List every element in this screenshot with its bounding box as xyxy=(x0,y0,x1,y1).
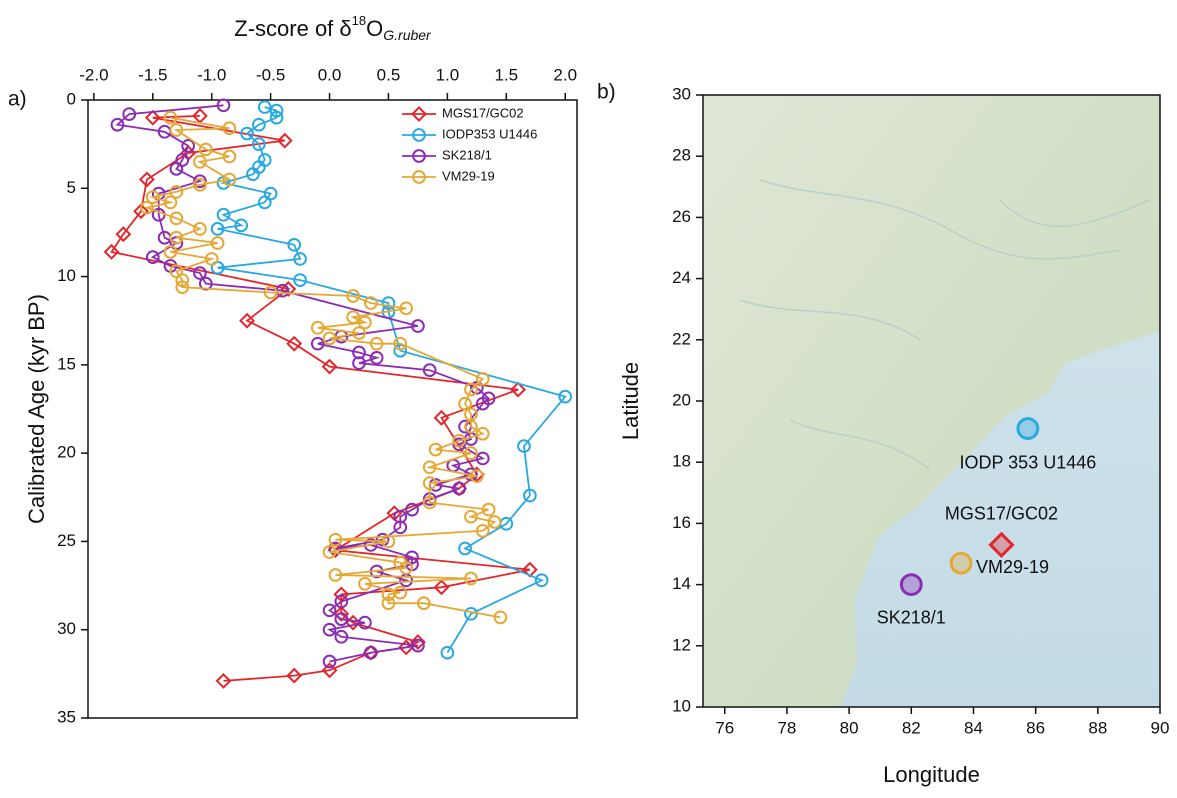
y-tick-label: 35 xyxy=(57,707,76,726)
x-tick-label: 90 xyxy=(1151,718,1170,737)
y-tick-label: 16 xyxy=(672,513,691,532)
legend-label: IODP353 U1446 xyxy=(442,126,537,141)
x-tick-label: -1.0 xyxy=(197,65,226,84)
y-tick-label: 5 xyxy=(67,178,76,197)
x-tick-label: 2.0 xyxy=(553,65,577,84)
y-axis-label: Calibrated Age (kyr BP) xyxy=(24,294,49,524)
x-tick-label: -1.5 xyxy=(138,65,167,84)
x-tick-label: 0.0 xyxy=(318,65,342,84)
x-tick-label: 76 xyxy=(715,718,734,737)
y-tick-label: 14 xyxy=(672,574,691,593)
y-tick-label: 0 xyxy=(67,89,76,108)
x-tick-label: 1.0 xyxy=(436,65,460,84)
x-tick-label: 1.5 xyxy=(494,65,518,84)
site-label: IODP 353 U1446 xyxy=(959,452,1096,472)
y-tick-label: 10 xyxy=(672,696,691,715)
y-tick-label: 12 xyxy=(672,635,691,654)
y-axis-label: Latitude xyxy=(618,362,643,440)
series-line xyxy=(218,107,566,653)
marker xyxy=(901,575,921,595)
legend-label: SK218/1 xyxy=(442,147,492,162)
site-label: SK218/1 xyxy=(877,607,946,627)
y-tick-label: 25 xyxy=(57,531,76,550)
x-axis-label: Longitude xyxy=(883,762,980,787)
x-tick-label: 0.5 xyxy=(377,65,401,84)
x-tick-label: 80 xyxy=(840,718,859,737)
y-tick-label: 20 xyxy=(57,443,76,462)
x-label-sub: G.ruber xyxy=(383,27,432,43)
y-tick-label: 20 xyxy=(672,390,691,409)
x-label-text: Z-score of δ xyxy=(234,16,351,41)
y-tick-label: 22 xyxy=(672,329,691,348)
legend-label: MGS17/GC02 xyxy=(442,105,524,120)
y-tick-label: 28 xyxy=(672,146,691,165)
panel-label: b) xyxy=(597,81,616,104)
x-tick-label: -0.5 xyxy=(256,65,285,84)
figure: -2.0 -1.5 -1.0 -0.5 0.0 0.5 1.0 1.5 2.0 0 5 10 15 20 2… xyxy=(0,0,1177,798)
site-label: MGS17/GC02 xyxy=(945,504,1058,524)
y-tick-label: 18 xyxy=(672,452,691,471)
x-tick-label: 82 xyxy=(902,718,921,737)
panel-label: a) xyxy=(8,88,27,111)
x-tick-label: 78 xyxy=(777,718,796,737)
x-tick-label: 88 xyxy=(1088,718,1107,737)
legend-label: VM29-19 xyxy=(442,168,495,183)
x-label-main: O xyxy=(366,16,383,41)
y-tick-label: 30 xyxy=(672,84,691,103)
x-label-sup: 18 xyxy=(352,13,366,28)
y-tick-label: 10 xyxy=(57,266,76,285)
x-axis-label: Z-score of δ18OG.ruber xyxy=(234,13,432,42)
x-tick-label: 84 xyxy=(964,718,983,737)
x-tick-label: 86 xyxy=(1026,718,1045,737)
marker xyxy=(951,553,971,573)
marker xyxy=(1018,419,1038,439)
y-tick-label: 26 xyxy=(672,207,691,226)
y-tick-label: 15 xyxy=(57,354,76,373)
y-tick-label: 24 xyxy=(672,268,691,287)
site-label: VM29-19 xyxy=(976,557,1049,577)
x-tick-label: -2.0 xyxy=(79,65,108,84)
y-tick-label: 30 xyxy=(57,619,76,638)
